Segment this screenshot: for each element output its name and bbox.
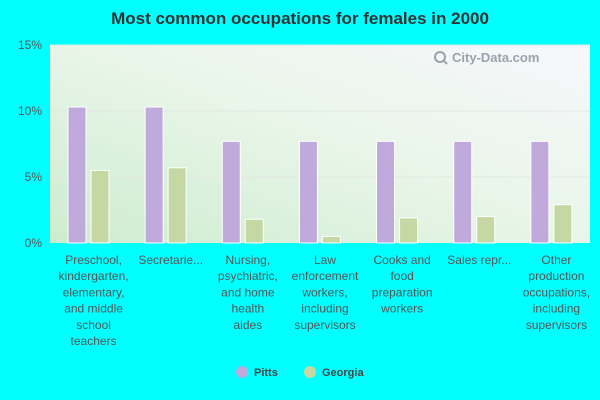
bar-georgia-2 bbox=[167, 167, 187, 244]
legend-swatch-pitts bbox=[236, 366, 248, 378]
y-tick-label: 0% bbox=[25, 236, 43, 250]
bar-pitts-6 bbox=[453, 140, 473, 244]
bar-georgia-5 bbox=[399, 217, 419, 244]
bar-pitts-5 bbox=[376, 140, 396, 244]
legend: Pitts Georgia bbox=[236, 366, 364, 379]
bar-pitts-2 bbox=[144, 106, 164, 244]
bar-pitts-1 bbox=[67, 106, 87, 244]
x-tick-label-7: Other production occupations, including supe… bbox=[523, 253, 590, 332]
bar-pitts-7 bbox=[530, 140, 550, 244]
x-tick-label-3: Nursing, psychiatric, and home health aides bbox=[218, 253, 278, 332]
bar-georgia-7 bbox=[553, 204, 573, 244]
y-tick-label: 15% bbox=[18, 38, 42, 52]
legend-label-pitts: Pitts bbox=[254, 367, 278, 379]
x-axis-labels: Preschool, kindergarten, elementary, and mi… bbox=[59, 253, 591, 348]
x-tick-label-1: Preschool, kindergarten, elementary, and mi… bbox=[59, 253, 129, 348]
magnifier-icon bbox=[434, 51, 446, 63]
magnifier-icon-handle bbox=[442, 59, 448, 65]
x-tick-label-6: Sales repr... bbox=[447, 253, 511, 267]
bar-georgia-3 bbox=[244, 218, 264, 244]
x-tick-label-5: Cooks and food preparation workers bbox=[372, 253, 433, 316]
legend-label-georgia: Georgia bbox=[322, 367, 364, 379]
bar-pitts-3 bbox=[221, 140, 241, 244]
watermark: City-Data.com bbox=[434, 50, 539, 65]
bars bbox=[67, 106, 573, 244]
y-tick-label: 10% bbox=[18, 104, 42, 118]
y-tick-label: 5% bbox=[25, 170, 43, 184]
x-tick-label-2: Secretarie... bbox=[138, 253, 203, 267]
legend-swatch-georgia bbox=[304, 366, 316, 378]
y-axis-ticks: 0% 5% 10% 15% bbox=[18, 38, 42, 250]
x-tick-label-4: Law enforcement workers, including superviso… bbox=[292, 253, 359, 332]
plot-area bbox=[50, 45, 590, 243]
bar-georgia-4 bbox=[321, 235, 341, 244]
bar-georgia-6 bbox=[476, 216, 496, 244]
chart-title: Most common occupations for females in 2… bbox=[111, 9, 489, 28]
watermark-text: City-Data.com bbox=[452, 50, 539, 65]
gridlines bbox=[50, 44, 590, 178]
bar-georgia-1 bbox=[90, 169, 110, 244]
bar-pitts-4 bbox=[298, 140, 318, 244]
